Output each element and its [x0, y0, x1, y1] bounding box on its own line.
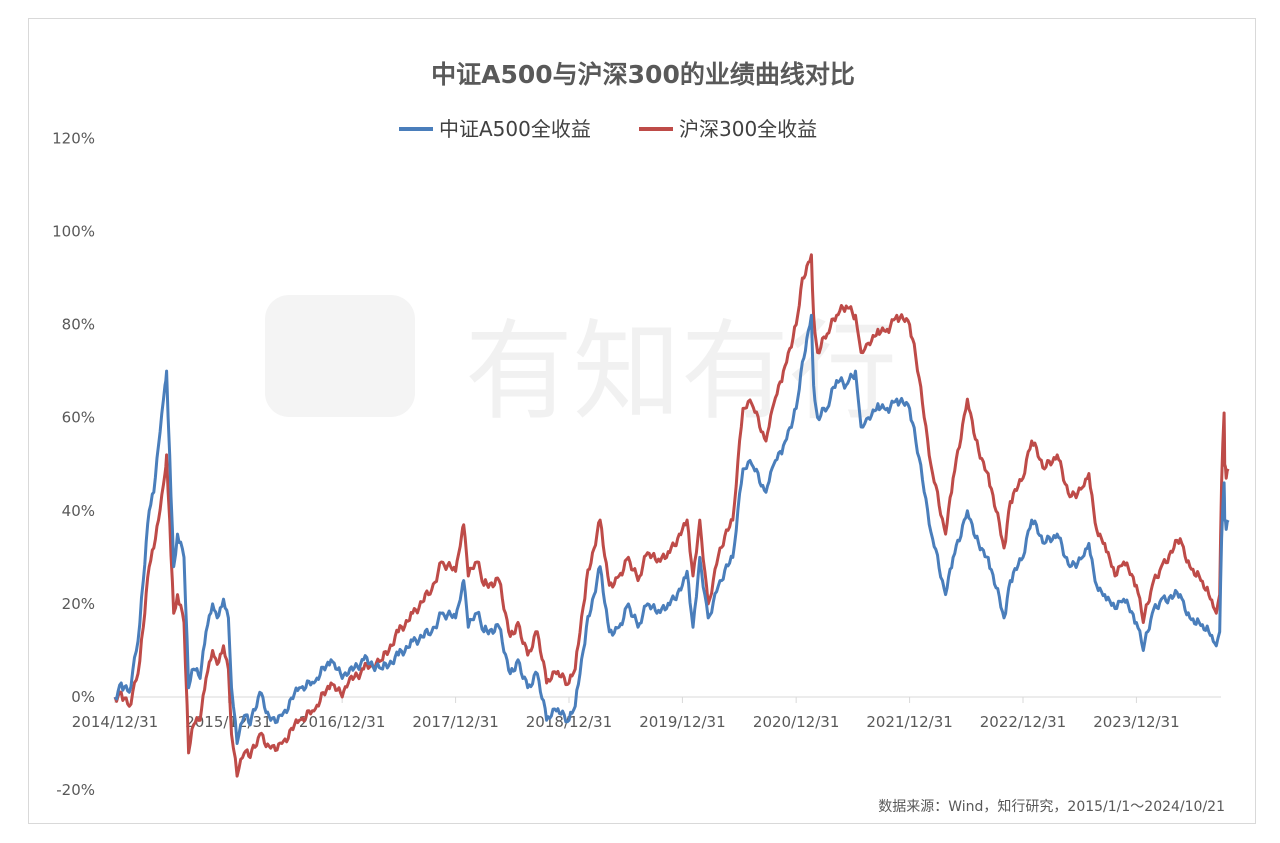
watermark-logo-icon: [265, 295, 415, 417]
legend: 中证A500全收益 沪深300全收益: [399, 117, 817, 141]
x-tick-label: 2017/12/31: [412, 713, 498, 731]
source-note: 数据来源：Wind，知行研究，2015/1/1～2024/10/21: [878, 798, 1225, 815]
watermark-text: 有知有行: [465, 310, 897, 435]
x-tick-label: 2015/12/31: [185, 713, 271, 731]
x-tick-label: 2014/12/31: [72, 713, 158, 731]
y-tick-label: 100%: [52, 223, 95, 241]
chart-frame: 有知有行 中证A500与沪深300的业绩曲线对比 中证A500全收益 沪深300全…: [28, 18, 1256, 824]
legend-label-0: 中证A500全收益: [439, 117, 591, 141]
x-tick-label: 2016/12/31: [299, 713, 385, 731]
series-line-1: [113, 253, 1230, 778]
y-tick-label: 20%: [62, 595, 95, 613]
watermark: 有知有行: [265, 295, 897, 435]
x-tick-label: 2022/12/31: [980, 713, 1066, 731]
chart-title: 中证A500与沪深300的业绩曲线对比: [431, 60, 855, 89]
x-axis: 2014/12/31 2015/12/31 2016/12/31 2017/12/31…: [72, 696, 1221, 731]
y-tick-label: 40%: [62, 502, 95, 520]
series-layer: [113, 253, 1230, 778]
y-tick-label: 0%: [71, 688, 95, 706]
legend-label-1: 沪深300全收益: [679, 117, 817, 141]
y-tick-label: 120%: [52, 129, 95, 147]
y-axis: -20% 0% 20% 40% 60% 80% 100% 120%: [52, 129, 95, 799]
series-line-0: [113, 313, 1230, 745]
y-tick-label: 60%: [62, 409, 95, 427]
x-tick-label: 2023/12/31: [1093, 713, 1179, 731]
x-tick-label: 2019/12/31: [639, 713, 725, 731]
line-chart: 有知有行 中证A500与沪深300的业绩曲线对比 中证A500全收益 沪深300全…: [52, 60, 1230, 815]
y-tick-label: -20%: [56, 781, 95, 799]
x-tick-label: 2020/12/31: [753, 713, 839, 731]
x-tick-label: 2021/12/31: [866, 713, 952, 731]
y-tick-label: 80%: [62, 316, 95, 334]
